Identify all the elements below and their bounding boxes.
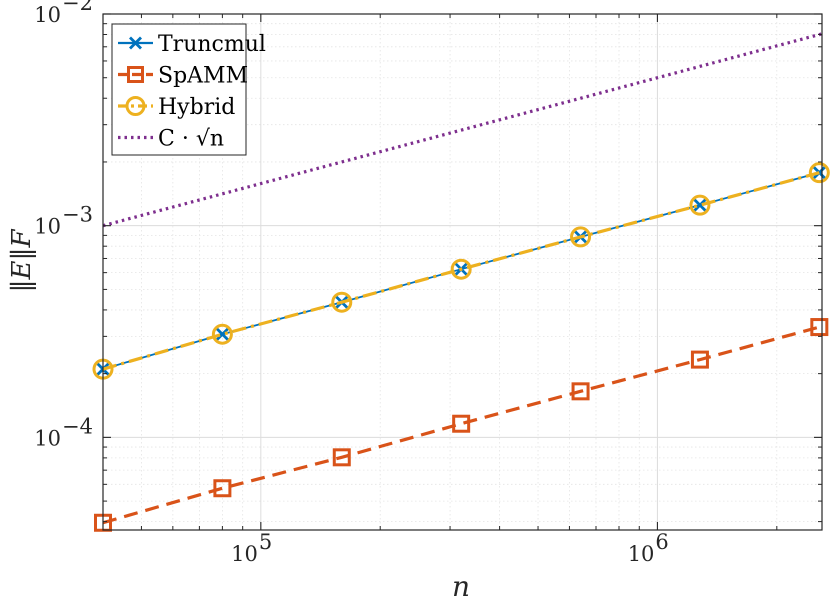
y-tick-label: 10 −2	[34, 0, 93, 27]
plot-series	[92, 32, 830, 532]
legend-item: C · √n	[118, 127, 224, 152]
legend-item: Hybrid	[118, 95, 235, 120]
svg-text:10: 10	[34, 426, 61, 450]
svg-text:−3: −3	[62, 203, 93, 227]
svg-text:‖E‖F: ‖E‖F	[7, 229, 37, 293]
square-marker	[571, 382, 590, 401]
y-tick-label: 10 −4	[34, 414, 93, 450]
axis-ticks	[103, 13, 822, 530]
tick-labels: 10 5 10 610 −410 −310 −2	[34, 0, 669, 566]
square-marker	[810, 318, 829, 337]
circle-marker	[211, 323, 233, 345]
svg-text:−2: −2	[62, 0, 93, 15]
plot-area-frame	[102, 13, 823, 531]
svg-text:10: 10	[34, 215, 61, 239]
svg-text:C · √n: C · √n	[158, 127, 224, 152]
legend-item: Truncmul	[118, 32, 266, 57]
circle-marker	[331, 291, 353, 313]
x-marker	[129, 36, 142, 50]
legend: Truncmul SpAMM Hybrid C · √n	[111, 23, 266, 156]
x-marker	[693, 198, 707, 212]
x-marker	[215, 327, 229, 341]
y-tick-label: 10 −3	[34, 203, 93, 239]
svg-text:6: 6	[655, 530, 668, 554]
svg-text:10: 10	[231, 542, 258, 566]
x-tick-label: 10 5	[231, 530, 272, 566]
square-marker	[127, 66, 144, 83]
circle-marker	[125, 96, 146, 116]
series-c-n	[103, 32, 822, 228]
circle-marker	[570, 226, 592, 248]
x-tick-label: 10 6	[628, 530, 669, 566]
series-spamm	[94, 318, 829, 532]
square-marker	[452, 414, 471, 433]
y-axis-title: ‖E‖F	[7, 229, 37, 293]
square-marker	[213, 479, 232, 498]
svg-text:−4: −4	[62, 414, 93, 438]
series-line	[103, 171, 820, 371]
svg-text:Hybrid: Hybrid	[158, 95, 235, 120]
circle-marker	[808, 162, 830, 184]
series-hybrid	[92, 162, 830, 380]
circle-marker	[689, 194, 711, 216]
svg-text:10: 10	[628, 542, 655, 566]
series-line	[103, 32, 822, 228]
svg-text:Truncmul: Truncmul	[158, 32, 266, 57]
series-line	[103, 325, 820, 525]
svg-text:10: 10	[34, 3, 61, 27]
square-marker	[332, 448, 351, 467]
legend-item: SpAMM	[118, 64, 248, 89]
svg-text:SpAMM: SpAMM	[158, 64, 248, 89]
x-axis-title: n	[452, 570, 470, 602]
series-truncmul	[96, 166, 826, 376]
square-marker	[690, 350, 709, 369]
circle-marker	[450, 258, 472, 280]
svg-text:5: 5	[259, 530, 272, 554]
